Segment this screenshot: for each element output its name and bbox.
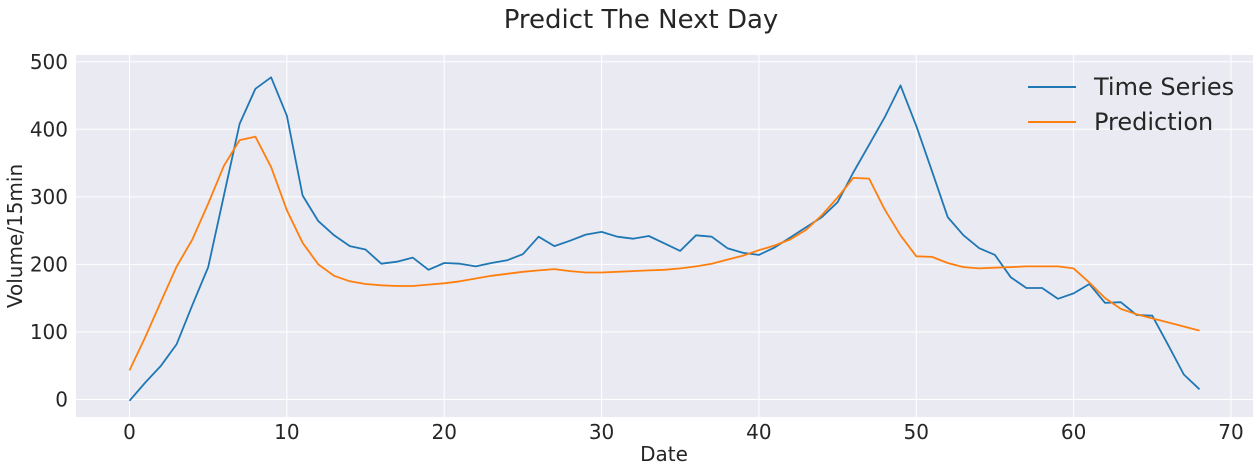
x-tick-label: 70 [1218, 420, 1243, 444]
legend: Time Series Prediction [1028, 73, 1234, 136]
chart-title: Predict The Next Day [504, 5, 779, 35]
legend-label: Prediction [1094, 108, 1213, 136]
x-tick-label: 30 [589, 420, 614, 444]
y-axis-label: Volume/15min [3, 164, 27, 308]
x-tick-label: 10 [274, 420, 299, 444]
y-tick-label: 400 [30, 117, 68, 141]
x-tick-label: 0 [123, 420, 136, 444]
series-lines [128, 76, 1201, 402]
y-tick-label: 500 [30, 50, 68, 74]
x-axis-label: Date [640, 442, 688, 466]
x-tick-label: 60 [1061, 420, 1086, 444]
series-line-2 [128, 135, 1200, 371]
y-tick-label: 100 [30, 320, 68, 344]
legend-label: Time Series [1093, 73, 1234, 101]
series-line-1 [128, 76, 1201, 402]
x-tick-label: 40 [746, 420, 771, 444]
x-tick-label: 20 [431, 420, 456, 444]
x-axis-ticks: 0 10 20 30 40 50 60 70 [123, 420, 1244, 444]
y-tick-label: 0 [55, 387, 68, 411]
gridlines [76, 55, 1253, 417]
y-tick-label: 200 [30, 252, 68, 276]
y-tick-label: 300 [30, 185, 68, 209]
y-axis-ticks: 0 100 200 300 400 500 [30, 50, 68, 412]
x-tick-label: 50 [904, 420, 929, 444]
plot-area [76, 55, 1253, 417]
